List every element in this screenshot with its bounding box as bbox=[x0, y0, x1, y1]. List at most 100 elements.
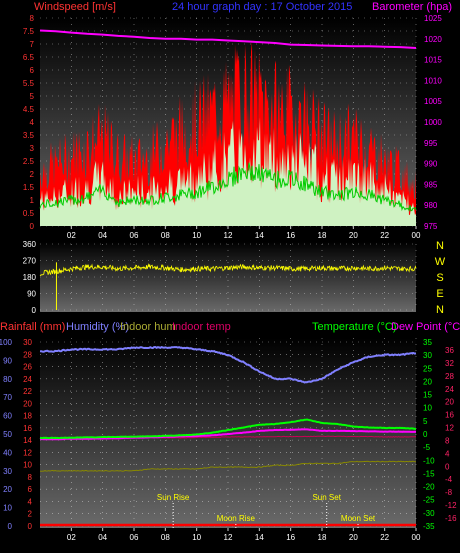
x-tick-label: 20 bbox=[349, 533, 358, 542]
barometer-tick-label: 1015 bbox=[424, 56, 442, 65]
wind-tick-label: 4.5 bbox=[23, 105, 35, 114]
temp-tick-label: 5 bbox=[423, 417, 428, 426]
barometer-tick-label: 1000 bbox=[424, 118, 442, 127]
rain-tick-label: 0 bbox=[28, 522, 33, 531]
barometer-tick-label: 1025 bbox=[424, 14, 442, 23]
rain-tick-label: 2 bbox=[28, 510, 33, 519]
rain-tick-label: 10 bbox=[23, 461, 32, 470]
indoor-temp-tick-label: 0 bbox=[445, 462, 450, 471]
wind-tick-label: 7 bbox=[30, 40, 35, 49]
wind-tick-label: 4 bbox=[30, 118, 35, 127]
humidity-tick-label: 0 bbox=[8, 522, 13, 531]
wind-tick-label: 8 bbox=[30, 14, 35, 23]
x-tick-label: 18 bbox=[318, 533, 327, 542]
temp-tick-label: 15 bbox=[423, 391, 432, 400]
wind-tick-label: 1.5 bbox=[23, 183, 35, 192]
wind-tick-label: 0 bbox=[30, 222, 35, 231]
temp-tick-label: 20 bbox=[423, 377, 432, 386]
temp-tick-label: 25 bbox=[423, 364, 432, 373]
indoor-temp-tick-label: -12 bbox=[445, 501, 457, 510]
temp-tick-label: 0 bbox=[423, 430, 428, 439]
indoor-temp-tick-label: 12 bbox=[445, 424, 454, 433]
windspeed-area bbox=[40, 117, 416, 226]
humidity-tick-label: 30 bbox=[3, 467, 12, 476]
dewpoint-line bbox=[39, 428, 417, 441]
x-tick-label: 02 bbox=[67, 533, 76, 542]
wind-tick-label: 3 bbox=[30, 144, 35, 153]
compass-label: N bbox=[436, 240, 444, 252]
humidity-tick-label: 60 bbox=[3, 412, 12, 421]
indoor-temp-tick-label: -16 bbox=[445, 514, 457, 523]
x-tick-label: 16 bbox=[286, 231, 295, 240]
compass-label: E bbox=[436, 288, 443, 300]
rain-tick-label: 18 bbox=[23, 412, 32, 421]
rain-tick-label: 28 bbox=[23, 350, 32, 359]
rain-tick-label: 16 bbox=[23, 424, 32, 433]
humidity-tick-label: 20 bbox=[3, 485, 12, 494]
humidity-tick-label: 70 bbox=[3, 393, 12, 402]
temperature-label: Temperature (°C) bbox=[312, 321, 396, 333]
rain-tick-label: 6 bbox=[28, 485, 33, 494]
rain-tick-label: 8 bbox=[28, 473, 33, 482]
indoor-temp-tick-label: 8 bbox=[445, 436, 450, 445]
wind-tick-label: 5.5 bbox=[23, 79, 35, 88]
x-tick-label: 12 bbox=[224, 533, 233, 542]
wind-tick-label: 6 bbox=[30, 66, 35, 75]
x-tick-label: 08 bbox=[161, 533, 170, 542]
direction-tick-label: 180 bbox=[23, 273, 37, 282]
wind-tick-label: 3.5 bbox=[23, 131, 35, 140]
x-tick-label: 16 bbox=[286, 533, 295, 542]
indoor-temp-tick-label: 28 bbox=[445, 372, 454, 381]
rain-tick-label: 22 bbox=[23, 387, 32, 396]
compass-label: S bbox=[436, 272, 443, 284]
event-label: Moon Rise bbox=[217, 514, 256, 523]
temp-tick-label: -25 bbox=[423, 496, 435, 505]
indoor-temp-label: Indoor temp bbox=[172, 321, 231, 333]
indoor-temp-tick-label: 32 bbox=[445, 359, 454, 368]
indoor-hum-line bbox=[39, 460, 417, 472]
event-label: Moon Set bbox=[341, 514, 376, 523]
temp-tick-label: 10 bbox=[423, 404, 432, 413]
graph-title: 24 hour graph day : 17 October 2015 bbox=[172, 1, 352, 13]
x-tick-label: 22 bbox=[380, 231, 389, 240]
humidity-tick-label: 90 bbox=[3, 356, 12, 365]
humidity-label: Humidity (%) bbox=[66, 321, 129, 333]
barometer-tick-label: 975 bbox=[424, 222, 438, 231]
barometer-tick-label: 980 bbox=[424, 201, 438, 210]
x-tick-label: 20 bbox=[349, 231, 358, 240]
indoor-temp-tick-label: 24 bbox=[445, 385, 454, 394]
dewpoint-label: Dew Point (°C) bbox=[391, 321, 460, 333]
wind-tick-label: 1 bbox=[30, 196, 35, 205]
direction-tick-label: 360 bbox=[23, 240, 37, 249]
x-tick-label: 22 bbox=[380, 533, 389, 542]
temp-tick-label: -20 bbox=[423, 483, 435, 492]
barometer-tick-label: 995 bbox=[424, 139, 438, 148]
x-tick-label: 04 bbox=[98, 533, 107, 542]
rain-tick-label: 24 bbox=[23, 375, 32, 384]
humidity-tick-label: 40 bbox=[3, 448, 12, 457]
temperature-line bbox=[39, 418, 416, 440]
wind-tick-label: 6.5 bbox=[23, 53, 35, 62]
barometer-tick-label: 985 bbox=[424, 180, 438, 189]
humidity-tick-label: 100 bbox=[0, 338, 13, 347]
direction-tick-label: 0 bbox=[32, 306, 37, 315]
rain-tick-label: 30 bbox=[23, 338, 32, 347]
rain-tick-label: 14 bbox=[23, 436, 32, 445]
indoor-temp-tick-label: 16 bbox=[445, 411, 454, 420]
indoor-temp-tick-label: -4 bbox=[445, 475, 453, 484]
wind-tick-label: 7.5 bbox=[23, 27, 35, 36]
temp-tick-label: 35 bbox=[423, 338, 432, 347]
barometer-tick-label: 1020 bbox=[424, 35, 442, 44]
wind-direction-line bbox=[39, 263, 417, 277]
barometer-tick-label: 990 bbox=[424, 160, 438, 169]
x-tick-label: 00 bbox=[412, 231, 421, 240]
temp-tick-label: -15 bbox=[423, 469, 435, 478]
barometer-tick-label: 1010 bbox=[424, 76, 442, 85]
indoor-temp-tick-label: 20 bbox=[445, 398, 454, 407]
barometer-axis-label: Barometer (hpa) bbox=[372, 1, 452, 13]
event-label: Sun Rise bbox=[157, 493, 190, 502]
rain-tick-label: 12 bbox=[23, 448, 32, 457]
x-tick-label: 02 bbox=[67, 231, 76, 240]
humidity-line bbox=[39, 345, 417, 384]
compass-label: W bbox=[435, 256, 446, 268]
